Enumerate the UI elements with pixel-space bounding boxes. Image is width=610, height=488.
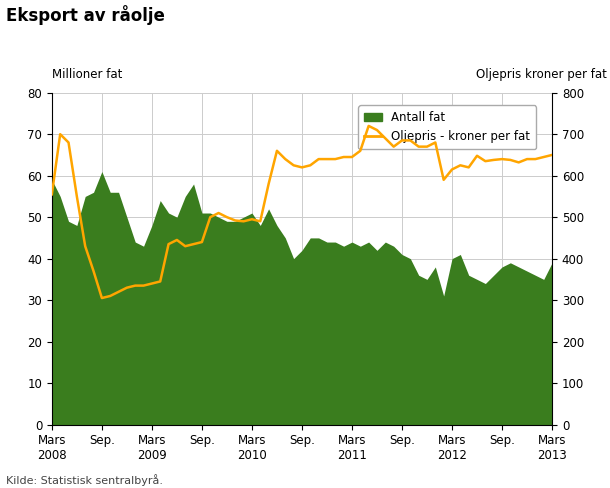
Text: Oljepris kroner per fat: Oljepris kroner per fat (476, 67, 607, 81)
Text: Millioner fat: Millioner fat (52, 67, 122, 81)
Legend: Antall fat, Oljepris - kroner per fat: Antall fat, Oljepris - kroner per fat (358, 105, 536, 149)
Text: Eksport av råolje: Eksport av råolje (6, 5, 165, 25)
Text: Kilde: Statistisk sentralbyrå.: Kilde: Statistisk sentralbyrå. (6, 474, 163, 486)
